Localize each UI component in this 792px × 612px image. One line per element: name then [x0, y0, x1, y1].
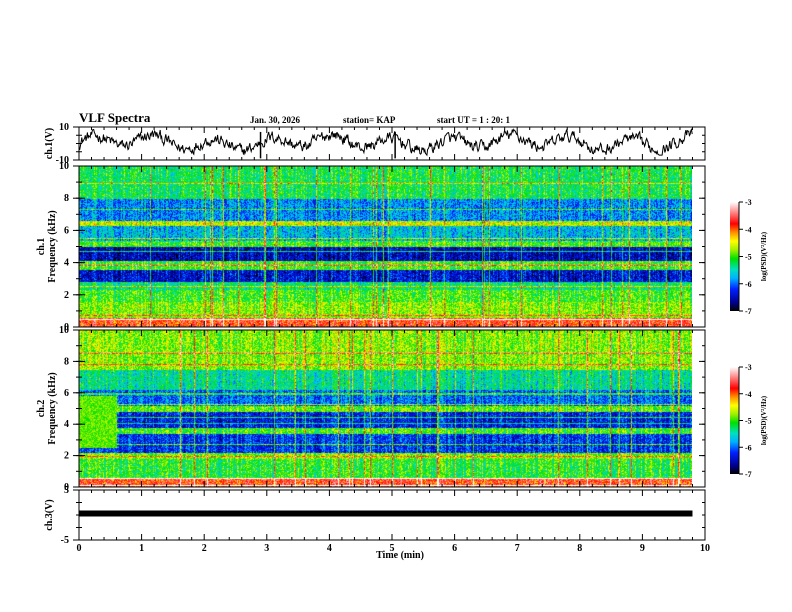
colorbar-2	[730, 367, 739, 474]
ch2-spectrogram-ytick-label: 10	[59, 325, 69, 336]
ch1-spectrogram-ytick-label: 8	[64, 193, 69, 204]
xaxis-label: Time (min)	[376, 550, 424, 561]
colorbar-tick-label: -6	[745, 280, 752, 289]
colorbar-tick-label: -4	[745, 225, 752, 234]
xtick-label: 8	[577, 543, 582, 554]
colorbar-tick-label: -7	[745, 470, 752, 479]
ch2-spectrogram-ylabel-channel: ch.2	[36, 400, 47, 418]
ch2-spectrogram-image	[79, 330, 692, 487]
colorbar-tick-label: -5	[745, 417, 752, 426]
xtick-label: 0	[77, 543, 82, 554]
xtick-label: 5	[390, 543, 395, 554]
ch3-waveform-ylabel: ch.3(V)	[44, 499, 55, 530]
colorbar-1	[730, 202, 739, 311]
start-time-label: start UT = 1 : 20: 1	[437, 115, 510, 125]
ch3-waveform-ytick-label: 5	[64, 485, 69, 496]
ch1-waveform-ytick-label: 10	[59, 122, 69, 133]
ch2-spectrogram-ytick-label: 2	[64, 451, 69, 462]
xtick-label: 6	[452, 543, 457, 554]
colorbar-tick-label: -5	[745, 253, 752, 262]
colorbar-tick-label: -3	[745, 363, 752, 372]
ch1-waveform-ylabel: ch.1(V)	[44, 128, 55, 159]
ch1-spectrogram-ytick-label: 0	[64, 322, 69, 333]
ch1-spectrogram-ytick-label: 4	[64, 258, 69, 269]
ch1-waveform-trace	[78, 127, 693, 157]
ch2-spectrogram-frame	[78, 329, 706, 488]
xtick-label: 2	[202, 543, 207, 554]
xtick-label: 1	[139, 543, 144, 554]
colorbar-tick-label: -6	[745, 443, 752, 452]
ch1-spectrogram-ylabel-channel: ch.1	[36, 238, 47, 256]
ch1-waveform-ytick-label: -10	[56, 155, 69, 166]
ch3-waveform-ytick-label: -5	[61, 535, 69, 546]
colorbar-label: log(PSD)(V²/Hz)	[760, 231, 768, 281]
figure-title: VLF Spectra	[79, 110, 151, 125]
colorbar-tick-label: -7	[745, 307, 752, 316]
ch1-spectrogram-ylabel-frequency: Frequency (kHz)	[47, 210, 58, 282]
xtick-label: 4	[327, 543, 332, 554]
station-label: station= KAP	[343, 115, 396, 125]
ch1-spectrogram-ytick-label: 2	[64, 290, 69, 301]
ch1-spectrogram-frame	[78, 165, 706, 328]
xtick-label: 9	[640, 543, 645, 554]
ch2-spectrogram-ylabel-frequency: Frequency (kHz)	[47, 372, 58, 444]
xtick-label: 7	[515, 543, 520, 554]
ch2-spectrogram-ytick-label: 6	[64, 388, 69, 399]
xtick-label: 10	[700, 543, 710, 554]
xtick-label: 3	[264, 543, 269, 554]
colorbar-tick-label: -4	[745, 390, 752, 399]
ch1-spectrogram-ytick-label: 6	[64, 225, 69, 236]
ch2-spectrogram-ytick-label: 8	[64, 356, 69, 367]
ch3-waveform-band	[79, 510, 693, 517]
ch1-spectrogram-ytick-label: 10	[59, 161, 69, 172]
ch2-spectrogram-ytick-label: 0	[64, 482, 69, 493]
colorbar-tick-label: -3	[745, 198, 752, 207]
colorbar-label: log(PSD)(V²/Hz)	[760, 395, 768, 445]
date-label: Jan. 30, 2026	[250, 115, 301, 125]
ch1-spectrogram-image	[79, 166, 692, 327]
ch2-spectrogram-ytick-label: 4	[64, 419, 69, 430]
